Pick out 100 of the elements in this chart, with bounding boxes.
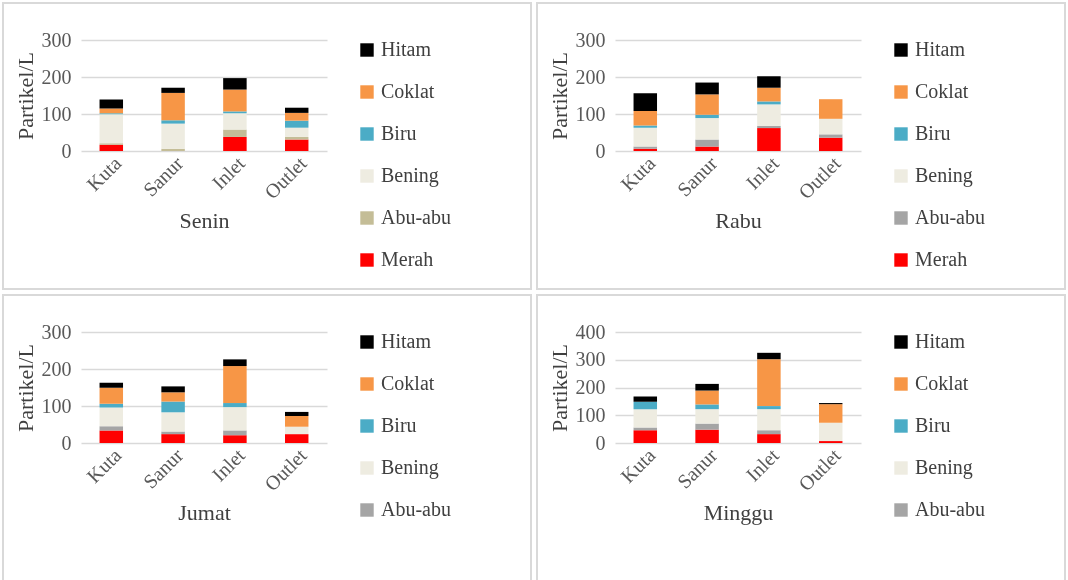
legend-label: Bening bbox=[381, 164, 439, 187]
bar bbox=[223, 366, 247, 404]
bar bbox=[161, 120, 185, 124]
y-tick-label: 100 bbox=[41, 102, 72, 125]
bar bbox=[284, 411, 309, 416]
bar bbox=[223, 430, 247, 436]
bar bbox=[757, 359, 781, 407]
bar bbox=[818, 134, 843, 138]
bar bbox=[695, 146, 719, 151]
bar bbox=[818, 404, 843, 423]
y-axis-title: Partikel/L bbox=[546, 52, 572, 140]
bar bbox=[223, 78, 247, 90]
legend-label: Coklat bbox=[381, 372, 435, 394]
bar bbox=[284, 139, 309, 151]
y-tick-label: 300 bbox=[41, 320, 72, 343]
legend-label: Bening bbox=[381, 456, 439, 479]
bar bbox=[161, 401, 185, 413]
bar bbox=[757, 76, 781, 88]
bar bbox=[284, 120, 309, 128]
bar bbox=[161, 92, 185, 121]
y-tick-label: 300 bbox=[575, 348, 606, 371]
x-axis-title: Senin bbox=[179, 207, 230, 233]
bar bbox=[695, 118, 719, 140]
bar bbox=[99, 407, 124, 427]
y-tick-label: 200 bbox=[41, 65, 72, 88]
bar bbox=[284, 107, 309, 113]
bar bbox=[223, 359, 247, 367]
bar bbox=[633, 125, 658, 128]
legend-label: Merah bbox=[381, 248, 434, 270]
bar bbox=[695, 429, 719, 443]
bar bbox=[284, 426, 309, 435]
bar bbox=[284, 112, 309, 121]
bar bbox=[818, 422, 843, 442]
y-tick-label: 0 bbox=[61, 139, 72, 162]
bar bbox=[757, 101, 781, 105]
bar bbox=[633, 401, 658, 410]
y-tick-label: 100 bbox=[575, 102, 606, 125]
x-tick-label: Kuta bbox=[616, 152, 660, 196]
y-axis-title: Partikel/L bbox=[546, 344, 572, 432]
legend-label: Abu-abu bbox=[915, 498, 985, 520]
legend-label: Hitam bbox=[915, 330, 966, 352]
bar bbox=[284, 415, 309, 427]
bar bbox=[818, 99, 843, 119]
legend-label: Biru bbox=[915, 414, 951, 436]
bar bbox=[633, 93, 658, 112]
legend-label: Coklat bbox=[915, 80, 969, 102]
x-tick-label: Inlet bbox=[207, 443, 250, 486]
bar bbox=[223, 136, 247, 151]
legend-label: Biru bbox=[381, 414, 417, 436]
y-tick-label: 0 bbox=[595, 431, 606, 454]
y-tick-label: 100 bbox=[41, 394, 72, 417]
bar bbox=[161, 123, 185, 149]
bar bbox=[633, 111, 658, 126]
y-tick-label: 400 bbox=[575, 320, 606, 343]
bar bbox=[99, 430, 124, 443]
y-axis-title: Partikel/L bbox=[12, 52, 38, 140]
bar bbox=[695, 383, 719, 391]
bar bbox=[223, 113, 247, 130]
bar bbox=[757, 406, 781, 410]
x-tick-label: Kuta bbox=[82, 444, 126, 488]
legend-label: Merah bbox=[915, 248, 968, 270]
bar bbox=[161, 412, 185, 432]
bar bbox=[695, 390, 719, 405]
bar bbox=[99, 387, 124, 404]
bar bbox=[757, 430, 781, 435]
y-tick-label: 200 bbox=[575, 376, 606, 398]
bar bbox=[161, 386, 185, 393]
x-tick-label: Kuta bbox=[82, 152, 126, 196]
bar bbox=[757, 409, 781, 431]
bar bbox=[161, 392, 185, 402]
bar bbox=[284, 434, 309, 443]
y-tick-label: 0 bbox=[595, 139, 606, 162]
x-tick-label: Inlet bbox=[741, 151, 784, 194]
bar bbox=[99, 382, 124, 388]
legend-label: Coklat bbox=[915, 372, 969, 394]
legend-label: Abu-abu bbox=[915, 206, 985, 228]
legend-label: Abu-abu bbox=[381, 498, 451, 520]
y-tick-label: 100 bbox=[575, 403, 606, 426]
bar bbox=[284, 136, 309, 140]
bar bbox=[633, 427, 658, 431]
bar bbox=[695, 139, 719, 147]
y-tick-label: 200 bbox=[41, 357, 72, 380]
x-tick-label: Kuta bbox=[616, 444, 660, 488]
bar bbox=[757, 434, 781, 443]
y-axis-title: Partikel/L bbox=[12, 344, 38, 432]
bar bbox=[695, 94, 719, 115]
x-axis-title: Minggu bbox=[703, 499, 774, 525]
bar bbox=[818, 137, 843, 151]
legend-label: Abu-abu bbox=[381, 206, 451, 228]
bar bbox=[695, 409, 719, 424]
bar bbox=[223, 129, 247, 137]
legend-label: Biru bbox=[915, 122, 951, 144]
legend-label: Bening bbox=[915, 164, 973, 187]
bar bbox=[223, 89, 247, 112]
x-tick-label: Inlet bbox=[741, 443, 784, 486]
bar bbox=[161, 148, 185, 151]
bar bbox=[757, 128, 781, 151]
bar bbox=[284, 127, 309, 137]
bar bbox=[695, 404, 719, 410]
bar bbox=[818, 118, 843, 135]
